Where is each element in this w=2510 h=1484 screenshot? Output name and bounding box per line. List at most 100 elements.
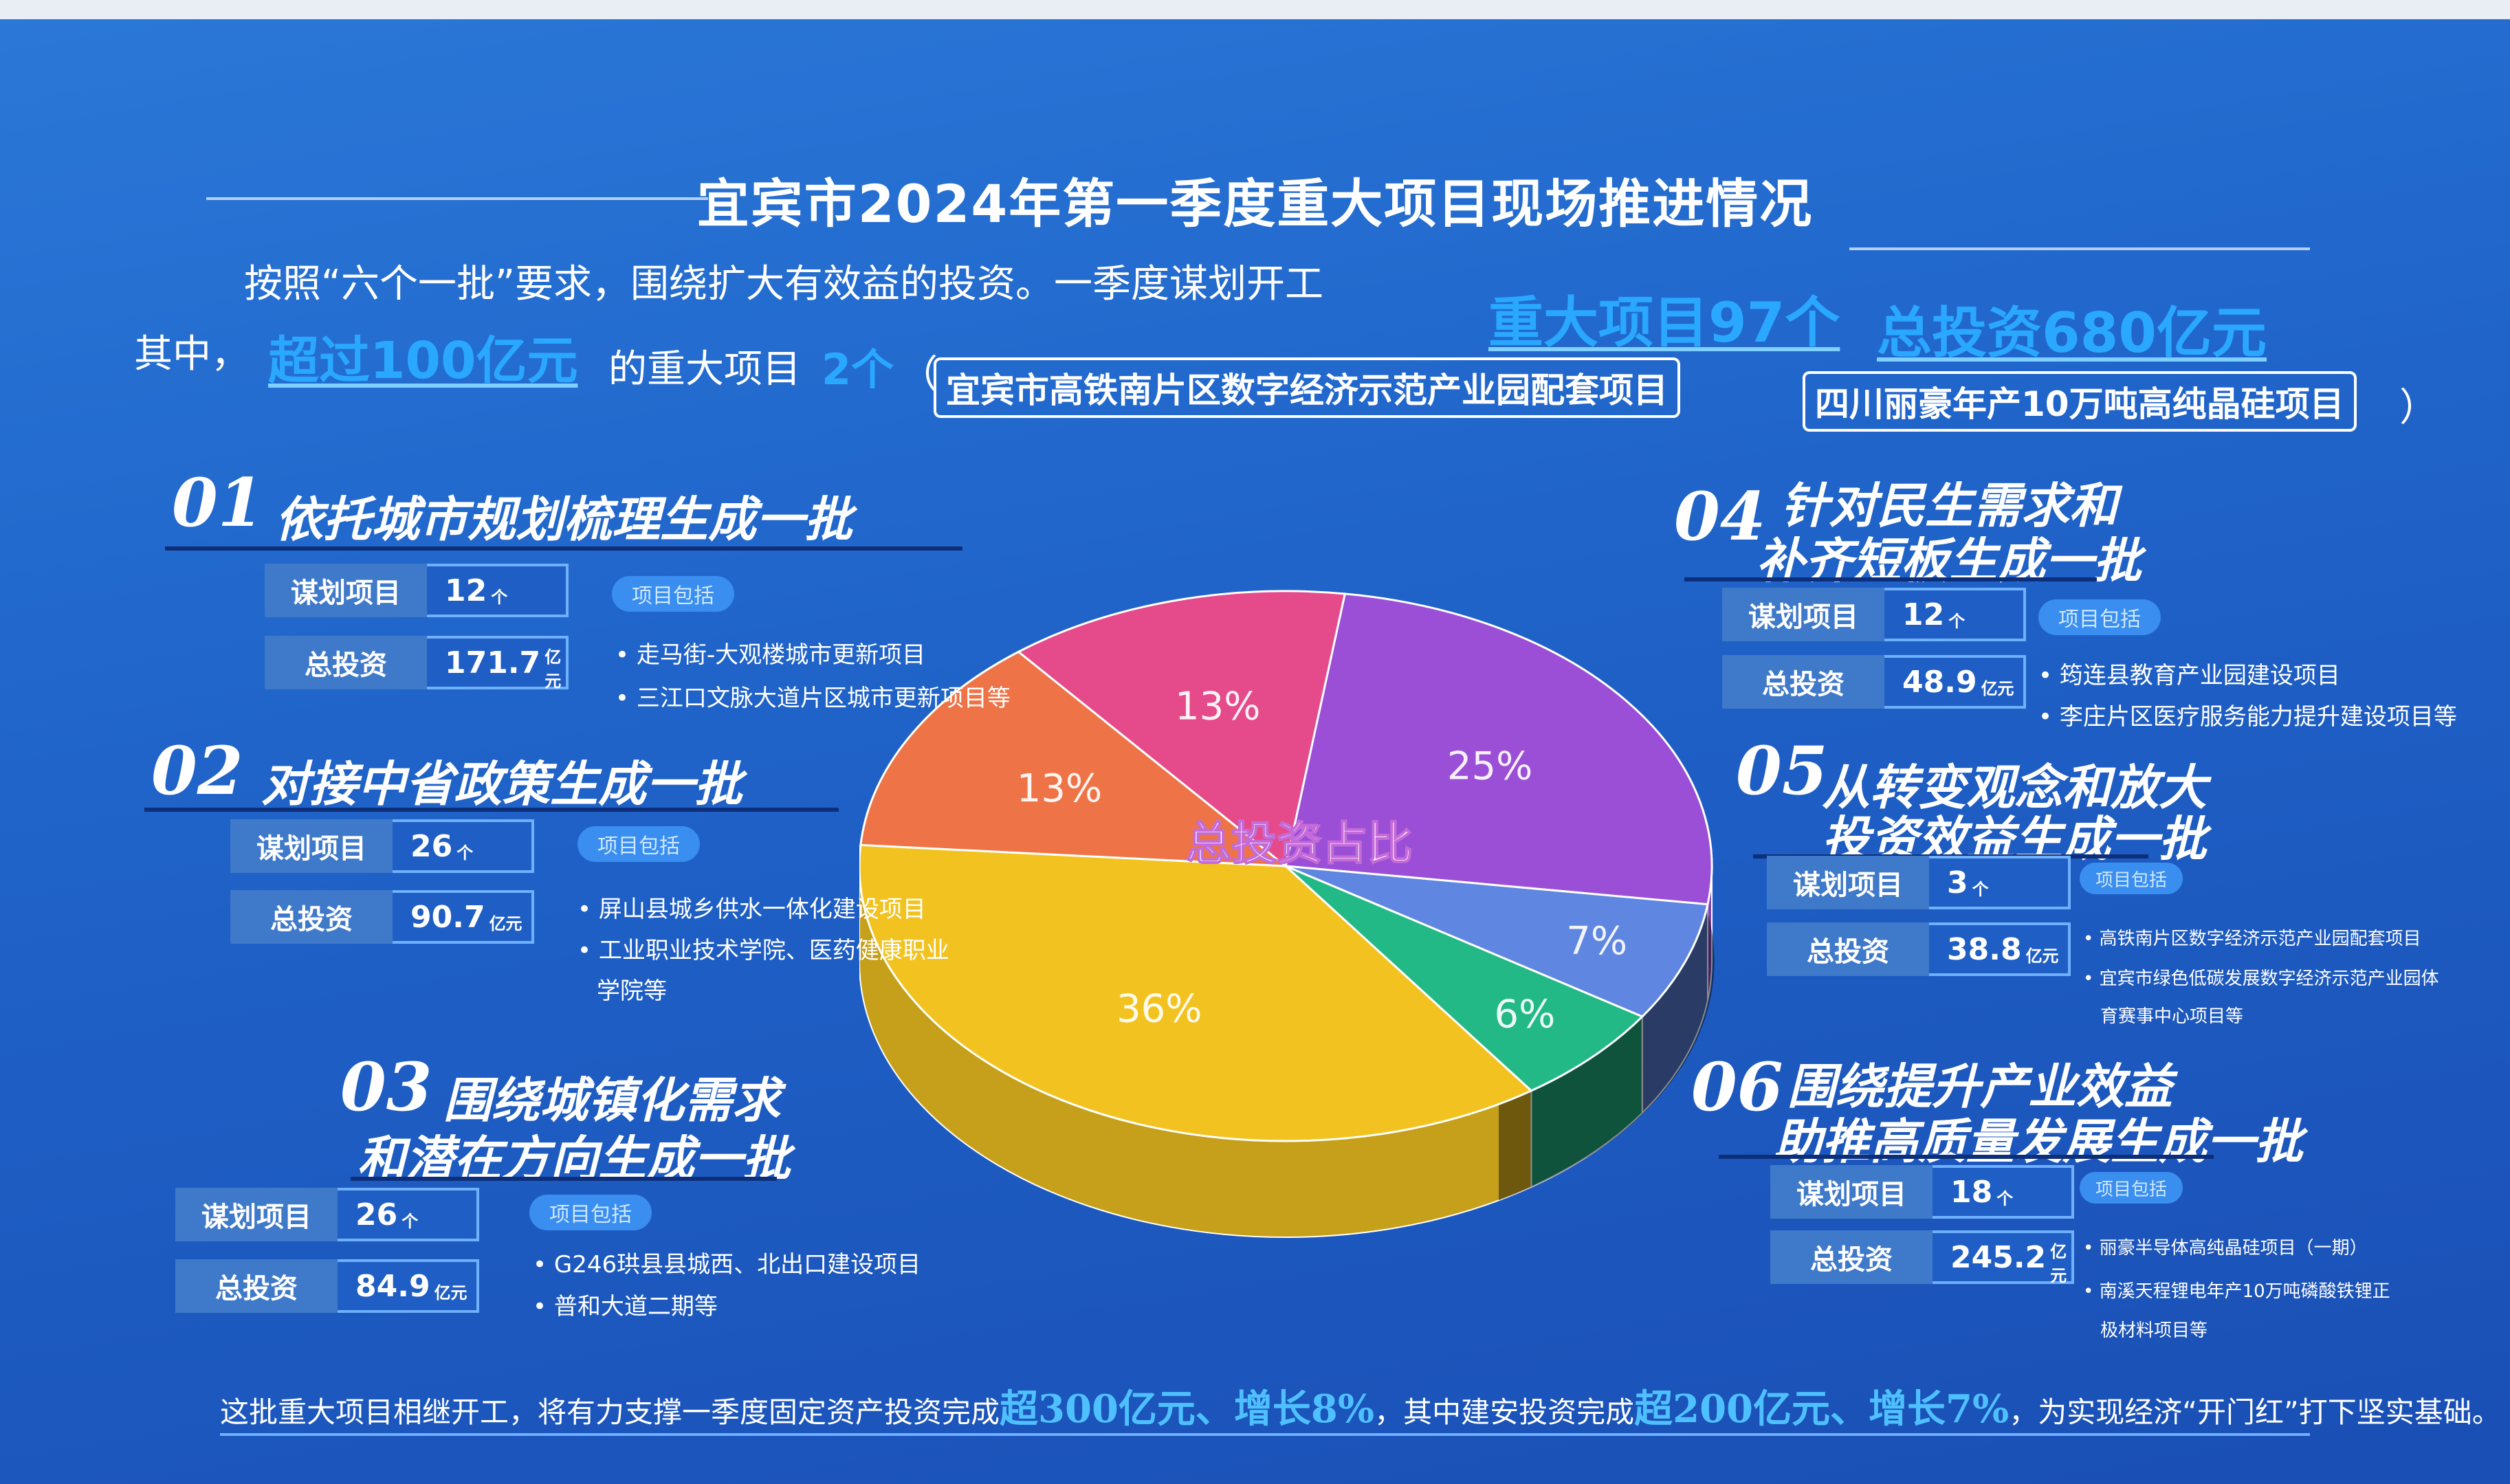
investment-label: 总投资 xyxy=(1722,655,1884,709)
investment-value: 38.8 亿元 xyxy=(1929,922,2071,976)
section-01-underline xyxy=(165,546,962,551)
section-06-count-row: 谋划项目 18 个 xyxy=(1770,1165,2074,1219)
pie-slice-label: 7% xyxy=(1566,919,1627,964)
planned-label: 谋划项目 xyxy=(1770,1165,1933,1219)
pie-slice-label: 36% xyxy=(1116,987,1202,1032)
section-02-item: 学院等 xyxy=(597,977,667,1005)
pie-slice-label: 25% xyxy=(1447,744,1532,789)
section-01-title: 依托城市规划梳理生成一批 xyxy=(275,491,852,548)
section-01-number: 01 xyxy=(172,464,264,542)
section-01-count-row: 谋划项目 12 个 xyxy=(265,564,569,617)
section-05-includes-tag: 项目包括 xyxy=(2080,863,2183,894)
planned-value: 18 个 xyxy=(1933,1165,2074,1219)
section-03-count-row: 谋划项目 26 个 xyxy=(175,1188,479,1241)
section-05-invest-row: 总投资 38.8 亿元 xyxy=(1767,922,2071,976)
footer-summary: 这批重大项目相继开工，将有力支撑一季度固定资产投资完成超300亿元、增长8%，其… xyxy=(220,1386,2501,1432)
section-04-number: 04 xyxy=(1674,478,1766,555)
section-03-includes-tag: 项目包括 xyxy=(529,1195,652,1230)
investment-label: 总投资 xyxy=(1767,922,1929,976)
investment-value: 90.7 亿元 xyxy=(393,890,534,944)
section-06-item: • 丽豪半导体高纯晶硅项目（一期） xyxy=(2083,1238,2368,1259)
highlight-count: 2个 xyxy=(822,344,894,395)
section-02-count-row: 谋划项目 26 个 xyxy=(230,819,534,873)
planned-label: 谋划项目 xyxy=(265,564,427,617)
section-04-item: • 筠连县教育产业园建设项目 xyxy=(2038,662,2340,689)
section-06-item: • 南溪天程锂电年产10万吨磷酸铁锂正 xyxy=(2083,1281,2390,1302)
section-01-includes-tag: 项目包括 xyxy=(612,576,734,612)
section-05-item: 育赛事中心项目等 xyxy=(2100,1006,2244,1027)
page-title: 宜宾市2024年第一季度重大项目现场推进情况 xyxy=(696,173,1814,234)
intro-line1: 按照“六个一批”要求，围绕扩大有效益的投资。一季度谋划开工 xyxy=(244,262,1324,307)
section-04-includes-tag: 项目包括 xyxy=(2038,599,2161,635)
section-04-title-line1: 针对民生需求和 xyxy=(1781,477,2117,534)
investment-value: 48.9 亿元 xyxy=(1884,655,2026,709)
section-06-number: 06 xyxy=(1691,1048,1783,1126)
investment-label: 总投资 xyxy=(1770,1230,1933,1284)
section-04-item: • 李庄片区医疗服务能力提升建设项目等 xyxy=(2038,703,2457,731)
investment-label: 总投资 xyxy=(230,890,393,944)
planned-value: 26 个 xyxy=(393,819,534,873)
section-01-item: • 走马街-大观楼城市更新项目 xyxy=(615,641,926,669)
investment-label: 总投资 xyxy=(175,1259,338,1313)
investment-label: 总投资 xyxy=(265,636,427,689)
planned-value: 26 个 xyxy=(338,1188,479,1241)
section-06-title-line1: 围绕提升产业效益 xyxy=(1787,1058,2172,1115)
pie-slice xyxy=(859,843,1534,1142)
section-02-underline xyxy=(144,808,839,812)
section-03-item: • G246珙县县城西、北出口建设项目 xyxy=(533,1251,921,1278)
intro-line2-mid: 的重大项目 xyxy=(608,347,801,392)
paren-close: ） xyxy=(2399,386,2438,430)
section-03-number: 03 xyxy=(340,1048,432,1126)
planned-label: 谋划项目 xyxy=(1767,856,1929,909)
section-06-title-line2: 助推高质量发展生成一批 xyxy=(1774,1113,2303,1170)
investment-value: 171.7 亿元 xyxy=(427,636,569,691)
section-05-item: • 高铁南片区数字经济示范产业园配套项目 xyxy=(2083,929,2421,949)
section-02-includes-tag: 项目包括 xyxy=(577,826,700,862)
pie-slice xyxy=(1284,593,1713,906)
pie-center-title: 总投资占比 xyxy=(1186,817,1413,870)
pie-edge-shadow xyxy=(1499,818,1715,1201)
pie-slice xyxy=(1285,865,1709,1018)
section-06-underline xyxy=(1719,1155,2214,1159)
planned-label: 谋划项目 xyxy=(175,1188,338,1241)
paren-open: （ xyxy=(899,353,938,397)
section-01-item: • 三江口文脉大道片区城市更新项目等 xyxy=(615,685,1011,712)
pie-slice-label: 13% xyxy=(1175,685,1260,729)
pie-slice-label: 13% xyxy=(1017,766,1102,811)
section-05-title-line1: 从转变观念和放大 xyxy=(1822,759,2207,816)
section-05-number: 05 xyxy=(1736,732,1828,810)
section-06-includes-tag: 项目包括 xyxy=(2080,1172,2183,1204)
pie-slice-label: 6% xyxy=(1494,993,1555,1037)
intro-line2-prefix: 其中， xyxy=(134,332,250,377)
section-04-invest-row: 总投资 48.9 亿元 xyxy=(1722,655,2026,709)
section-01-invest-row: 总投资 171.7 亿元 xyxy=(265,636,569,691)
section-02-item: • 工业职业技术学院、医药健康职业 xyxy=(577,937,949,964)
investment-value: 245.2 亿元 xyxy=(1933,1230,2074,1285)
project-box-b: 四川丽豪年产10万吨高纯晶硅项目 xyxy=(1803,371,2357,432)
section-02-title: 对接中省政策生成一批 xyxy=(261,755,742,812)
section-06-item: 极材料项目等 xyxy=(2100,1320,2208,1341)
section-03-invest-row: 总投资 84.9 亿元 xyxy=(175,1259,479,1313)
project-box-a: 宜宾市高铁南片区数字经济示范产业园配套项目 xyxy=(934,357,1680,418)
section-04-underline xyxy=(1684,577,2097,582)
title-rule-left xyxy=(206,197,708,200)
footer-rule xyxy=(220,1433,2310,1436)
highlight-investment: 总投资680亿元 xyxy=(1877,301,2267,365)
highlight-over100: 超过100亿元 xyxy=(268,331,578,390)
section-05-item: • 宜宾市绿色低碳发展数字经济示范产业园体 xyxy=(2083,968,2439,989)
planned-value: 12 个 xyxy=(427,564,569,617)
planned-value: 12 个 xyxy=(1884,588,2026,641)
section-03-item: • 普和大道二期等 xyxy=(533,1293,718,1320)
section-04-count-row: 谋划项目 12 个 xyxy=(1722,588,2026,641)
pie-slice xyxy=(1016,590,1347,868)
investment-value: 84.9 亿元 xyxy=(338,1259,479,1313)
section-02-number: 02 xyxy=(151,732,243,810)
highlight-projects: 重大项目97个 xyxy=(1488,291,1840,355)
investment-pie-chart: 25% 7%6% 36% 13% 13% 总投资占比 xyxy=(859,590,1715,1238)
section-03-underline xyxy=(351,1177,777,1181)
title-rule-right xyxy=(1849,247,2310,250)
planned-label: 谋划项目 xyxy=(230,819,393,873)
top-white-strip xyxy=(0,0,2510,19)
